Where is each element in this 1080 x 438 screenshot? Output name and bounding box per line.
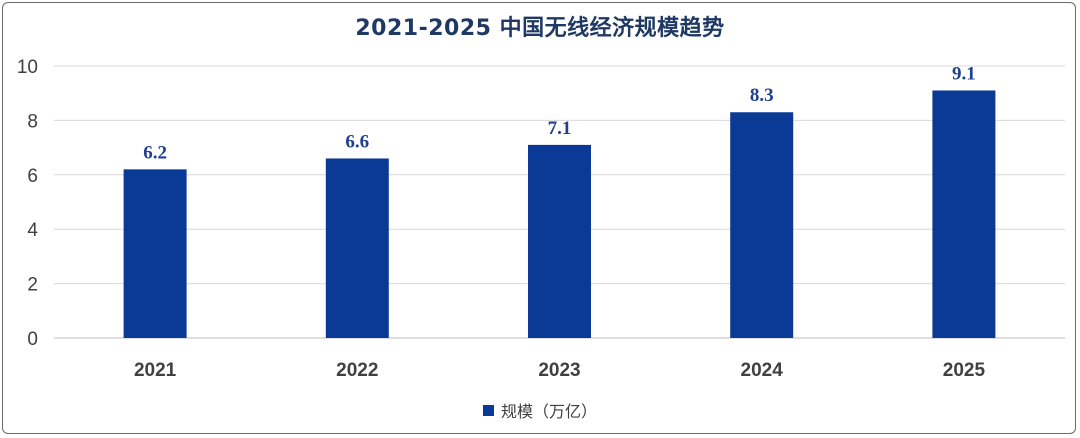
bar-2024 [730, 112, 794, 339]
y-tick-label: 8 [27, 111, 38, 132]
data-label-2021: 6.2 [143, 142, 167, 163]
chart-title: 2021-2025 中国无线经济规模趋势 [355, 16, 725, 41]
legend-label: 规模（万亿） [500, 402, 597, 421]
y-tick-label: 6 [27, 166, 38, 187]
y-tick-label: 2 [27, 275, 38, 296]
bar-2022 [325, 158, 389, 338]
y-tick-label: 0 [27, 329, 38, 350]
bars [123, 90, 996, 339]
x-axis-ticks: 2021 2022 2023 2024 2025 [134, 360, 986, 381]
bar-2025 [932, 90, 996, 338]
x-tick-label-2022: 2022 [336, 360, 378, 381]
data-labels: 6.2 6.6 7.1 8.3 9.1 [143, 63, 976, 163]
x-tick-label-2021: 2021 [134, 360, 177, 381]
data-label-2025: 9.1 [952, 63, 976, 84]
y-tick-label: 10 [17, 57, 38, 78]
y-axis-ticks: 0 2 4 6 8 10 [17, 57, 39, 350]
bar-2021 [123, 169, 187, 338]
y-tick-label: 4 [27, 220, 38, 241]
x-tick-label-2024: 2024 [741, 360, 784, 381]
x-tick-label-2025: 2025 [943, 360, 986, 381]
data-label-2022: 6.6 [345, 131, 369, 152]
x-tick-label-2023: 2023 [538, 360, 580, 381]
bar-2023 [528, 144, 591, 338]
legend: 规模（万亿） [0, 398, 1080, 422]
data-label-2023: 7.1 [548, 118, 572, 139]
legend-swatch [482, 404, 494, 416]
data-label-2024: 8.3 [750, 85, 774, 106]
